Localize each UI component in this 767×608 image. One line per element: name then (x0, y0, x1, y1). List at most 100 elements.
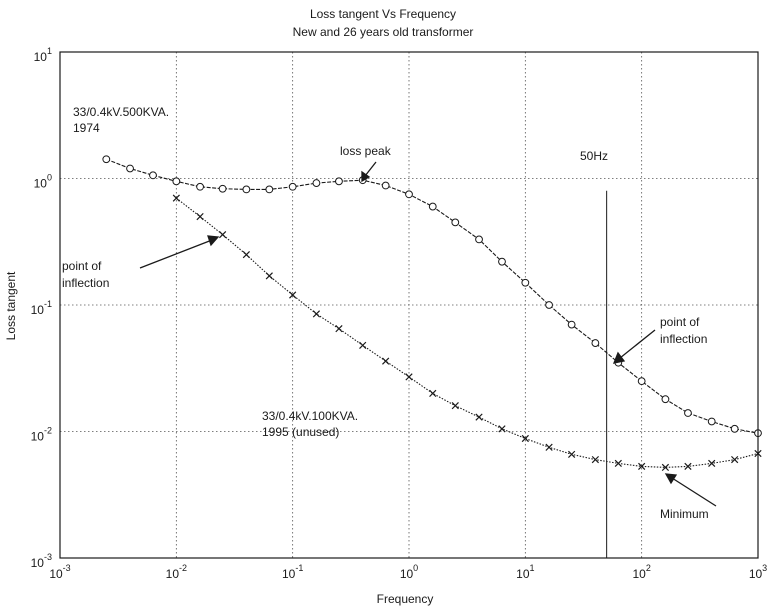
point-stroke (568, 450, 576, 458)
point-stroke (196, 212, 204, 221)
x-tick-exponent: 0 (413, 563, 418, 573)
point-stroke (614, 459, 622, 467)
series-1-point (149, 171, 157, 180)
series-2-point (475, 413, 483, 421)
series1-label-line2: 1974 (73, 121, 100, 135)
x-tick-label: 102 (632, 563, 650, 581)
point-stroke (521, 434, 529, 443)
x-tick-label: 100 (400, 563, 418, 581)
point-stroke (708, 459, 716, 467)
point-stroke (172, 194, 180, 202)
point-stroke (265, 272, 273, 280)
series-2-point (545, 443, 553, 451)
point-stroke (335, 325, 343, 333)
series-2-point (242, 251, 250, 259)
series-1-point (242, 185, 251, 194)
y-tick-base: 10 (34, 177, 48, 191)
point-stroke (545, 443, 553, 451)
series-1-point (521, 278, 530, 287)
y-tick-exponent: 1 (47, 46, 52, 56)
series-2-point (405, 373, 413, 381)
series-layer (102, 155, 762, 472)
inflection-left-arrow (139, 239, 213, 269)
series-1-point (218, 184, 227, 193)
series-1-point (405, 190, 413, 199)
y-tick-exponent: -3 (44, 552, 52, 562)
loss-peak-arrow (364, 161, 377, 177)
series-1-point (126, 164, 134, 173)
point-stroke (289, 291, 297, 299)
x-tick-label: 103 (749, 563, 767, 581)
series-2-point (568, 450, 576, 458)
x-tick-exponent: 3 (762, 563, 767, 573)
series-2-point (382, 357, 390, 365)
grid (60, 52, 758, 558)
series-2-point (521, 434, 529, 443)
series-1-point (265, 185, 274, 194)
point-stroke (684, 462, 692, 471)
x-tick-base: 10 (282, 567, 296, 581)
point-stroke (475, 413, 483, 421)
series-1-point (545, 301, 553, 309)
point-stroke (451, 402, 459, 410)
x-tick-exponent: -2 (179, 563, 187, 573)
series-2-point (498, 425, 506, 433)
y-axis-label: Loss tangent (4, 271, 18, 340)
inflection-right-arrow (619, 329, 656, 359)
y-tick-base: 10 (31, 430, 45, 444)
x-tick-exponent: -3 (63, 563, 71, 573)
x-tick-exponent: 1 (530, 563, 535, 573)
y-tick-exponent: 0 (47, 173, 52, 183)
minimum-label: Minimum (660, 507, 709, 521)
series-2-point (591, 455, 599, 464)
x-tick-base: 10 (49, 567, 63, 581)
x-tick-label: 10-1 (282, 563, 303, 581)
point-stroke (219, 231, 227, 239)
series-2-point (172, 194, 180, 202)
series-2-point (638, 462, 646, 471)
x-tick-label: 10-2 (166, 563, 187, 581)
series1-label-line1: 33/0.4kV.500KVA. (73, 105, 169, 119)
series-1-point (661, 395, 670, 404)
x-tick-label: 10-3 (49, 563, 70, 581)
series-2-point (684, 462, 692, 471)
inflection-left-label-line2: inflection (62, 276, 109, 290)
point-stroke (638, 462, 646, 471)
series-1-point (684, 409, 692, 417)
inflection-right-label-line1: point of (660, 315, 700, 329)
series-1-point (730, 424, 739, 433)
y-tick-label: 10-3 (31, 552, 52, 570)
y-tick-base: 10 (31, 303, 45, 317)
series-2-point (731, 455, 739, 464)
series-2-point (614, 459, 622, 467)
inflection-right-arrowhead (612, 351, 626, 364)
x-tick-base: 10 (632, 567, 646, 581)
series-1-point (591, 339, 600, 347)
y-tick-exponent: -2 (44, 426, 52, 436)
series-2-point (429, 389, 437, 398)
series-2-point (335, 325, 343, 333)
axis-ticks: 10-3 10-2 10-1 100 101 102 10310-310-210-11001… (31, 46, 767, 581)
series-1-point (567, 320, 576, 329)
x-tick-label: 101 (516, 563, 534, 581)
point-stroke (591, 455, 599, 464)
series-2-point (312, 310, 321, 318)
loss-peak-arrowhead (361, 170, 371, 183)
reference-line-label: 50Hz (580, 149, 608, 163)
series-1-point (451, 218, 460, 227)
point-stroke (382, 357, 390, 365)
y-tick-label: 100 (34, 173, 52, 191)
x-tick-base: 10 (400, 567, 414, 581)
y-tick-base: 10 (34, 50, 48, 64)
y-tick-exponent: -1 (44, 299, 52, 309)
point-stroke (429, 389, 437, 398)
series-1-point (102, 155, 111, 164)
series-2-point (708, 459, 716, 467)
series-1-point (196, 182, 204, 191)
series-1-point (428, 202, 437, 211)
point-stroke (312, 310, 321, 318)
y-tick-base: 10 (31, 556, 45, 570)
point-stroke (661, 463, 670, 472)
y-tick-label: 10-2 (31, 426, 52, 444)
